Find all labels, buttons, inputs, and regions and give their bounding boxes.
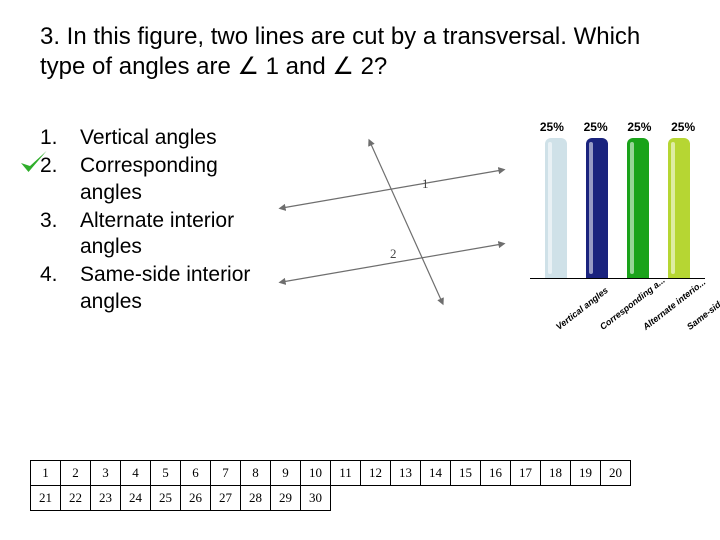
answer-label: Alternate interior angles <box>80 208 275 261</box>
response-cell[interactable]: 10 <box>301 461 331 486</box>
svg-text:1: 1 <box>422 176 429 191</box>
chart-baseline <box>530 278 705 279</box>
response-chart: 25% 25% 25% 25% Vertical angles Correspo… <box>530 120 705 350</box>
response-cell[interactable]: 9 <box>271 461 301 486</box>
angle-symbol-2: ∠ <box>332 53 354 80</box>
response-cell[interactable]: 29 <box>271 486 301 511</box>
response-grid: 1234567891011121314151617181920 21222324… <box>30 460 631 511</box>
response-cell[interactable]: 23 <box>91 486 121 511</box>
answer-option[interactable]: 3. Alternate interior angles <box>40 208 275 261</box>
response-cell[interactable]: 4 <box>121 461 151 486</box>
question-part3: 2? <box>354 53 387 80</box>
chart-label: Corresponding a... <box>598 324 639 376</box>
chart-bar <box>586 138 608 278</box>
response-cell[interactable]: 27 <box>211 486 241 511</box>
chart-label: Alternate interio... <box>641 324 682 376</box>
answer-label: Vertical angles <box>80 125 275 151</box>
chart-label: Same-side interio... <box>685 324 720 376</box>
svg-text:2: 2 <box>390 246 397 261</box>
response-cell[interactable]: 6 <box>181 461 211 486</box>
response-cell[interactable]: 1 <box>31 461 61 486</box>
chart-pct: 25% <box>540 120 564 134</box>
chart-bar <box>668 138 690 278</box>
response-cell[interactable]: 14 <box>421 461 451 486</box>
answer-option[interactable]: 1. Vertical angles <box>40 125 275 151</box>
response-cell[interactable]: 28 <box>241 486 271 511</box>
response-cell[interactable]: 17 <box>511 461 541 486</box>
answer-option[interactable]: 2. Corresponding angles <box>40 153 275 206</box>
chart-label: Vertical angles <box>554 324 595 376</box>
chart-bars <box>536 138 699 278</box>
slide: 3. In this figure, two lines are cut by … <box>0 0 720 540</box>
response-cell[interactable]: 13 <box>391 461 421 486</box>
answer-number: 3. <box>40 208 80 261</box>
chart-pct: 25% <box>584 120 608 134</box>
response-cell[interactable]: 24 <box>121 486 151 511</box>
response-cell[interactable]: 8 <box>241 461 271 486</box>
chart-pct: 25% <box>671 120 695 134</box>
response-cell[interactable]: 12 <box>361 461 391 486</box>
response-cell[interactable]: 22 <box>61 486 91 511</box>
answer-number: 4. <box>40 262 80 315</box>
chart-percent-row: 25% 25% 25% 25% <box>530 120 705 134</box>
question-part2: 1 and <box>259 53 332 80</box>
response-cell[interactable]: 3 <box>91 461 121 486</box>
answer-number: 2. <box>40 153 80 206</box>
response-cell[interactable]: 18 <box>541 461 571 486</box>
response-cell[interactable]: 16 <box>481 461 511 486</box>
response-grid-table: 1234567891011121314151617181920 21222324… <box>30 460 631 511</box>
answer-option[interactable]: 4. Same-side interior angles <box>40 262 275 315</box>
response-cell[interactable]: 21 <box>31 486 61 511</box>
response-cell[interactable]: 20 <box>601 461 631 486</box>
response-cell[interactable]: 7 <box>211 461 241 486</box>
chart-bar <box>627 138 649 278</box>
answer-label: Same-side interior angles <box>80 262 275 315</box>
transversal-figure: 1 2 <box>272 130 512 310</box>
answer-number: 1. <box>40 125 80 151</box>
chart-pct: 25% <box>627 120 651 134</box>
response-cell[interactable]: 30 <box>301 486 331 511</box>
response-cell[interactable]: 15 <box>451 461 481 486</box>
response-cell[interactable]: 25 <box>151 486 181 511</box>
angle-symbol-1: ∠ <box>237 53 259 80</box>
response-cell[interactable]: 19 <box>571 461 601 486</box>
answer-label: Corresponding angles <box>80 153 275 206</box>
response-cell[interactable]: 5 <box>151 461 181 486</box>
response-cell[interactable]: 2 <box>61 461 91 486</box>
question-text: 3. In this figure, two lines are cut by … <box>40 22 680 82</box>
response-cell[interactable]: 11 <box>331 461 361 486</box>
chart-bar <box>545 138 567 278</box>
answer-list: 1. Vertical angles 2. Corresponding angl… <box>40 125 275 317</box>
response-cell[interactable]: 26 <box>181 486 211 511</box>
chart-labels: Vertical angles Corresponding a... Alter… <box>530 282 705 348</box>
